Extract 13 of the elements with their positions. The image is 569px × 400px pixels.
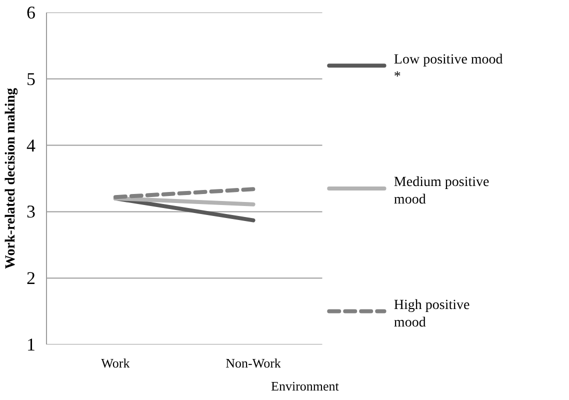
x-axis-title: Environment xyxy=(271,378,340,394)
y-tick-label: 3 xyxy=(26,202,36,222)
legend-label: Low positive mood * xyxy=(394,52,503,85)
y-tick-label: 4 xyxy=(26,135,36,156)
x-tick-label: Non-Work xyxy=(226,356,282,370)
y-tick-label: 5 xyxy=(26,68,36,89)
y-tick-label: 6 xyxy=(26,2,36,22)
y-axis-title: Work-related decision making xyxy=(4,88,18,269)
legend-label: Medium positive mood xyxy=(394,175,490,208)
y-tick-label: 2 xyxy=(26,268,36,288)
legend-label: High positive mood xyxy=(394,298,470,330)
y-tick-label: 1 xyxy=(26,334,36,354)
x-tick-label: Work xyxy=(101,356,130,370)
